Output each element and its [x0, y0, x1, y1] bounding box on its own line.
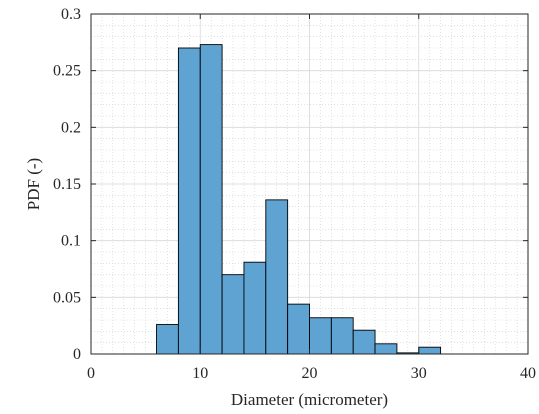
x-tick-labels: 0 10 20 30 40 [87, 365, 536, 382]
histogram-bar [243, 261, 267, 355]
x-tick-label: 20 [302, 365, 318, 382]
y-tick-label: 0.15 [53, 176, 81, 193]
histogram-bar [177, 47, 201, 355]
y-tick-labels: 0 0.05 0.1 0.15 0.2 0.25 0.3 [53, 6, 81, 363]
y-tick-label: 0.25 [53, 63, 81, 80]
y-tick-label: 0.3 [61, 6, 81, 23]
histogram-bar [199, 44, 223, 355]
x-tick-label: 10 [192, 365, 208, 382]
histogram-bar [330, 317, 354, 355]
histogram-bars [156, 44, 442, 355]
histogram-bar [156, 324, 179, 355]
x-tick-label: 30 [411, 365, 427, 382]
histogram-bar [374, 343, 398, 355]
histogram-bar [352, 329, 376, 355]
histogram-bar [309, 317, 332, 355]
histogram-bar [221, 274, 245, 355]
y-axis-label: PDF (-) [24, 158, 43, 210]
histogram-bar [265, 199, 289, 355]
axis-ticks [90, 13, 529, 355]
y-tick-label: 0 [73, 346, 81, 363]
histogram-bar [287, 303, 310, 355]
x-tick-label: 40 [520, 365, 536, 382]
x-axis-label: Diameter (micrometer) [231, 390, 388, 409]
y-tick-label: 0.2 [61, 119, 81, 136]
x-tick-label: 0 [87, 365, 95, 382]
histogram-bar [418, 346, 442, 355]
y-tick-label: 0.1 [61, 233, 81, 250]
y-tick-label: 0.05 [53, 289, 81, 306]
